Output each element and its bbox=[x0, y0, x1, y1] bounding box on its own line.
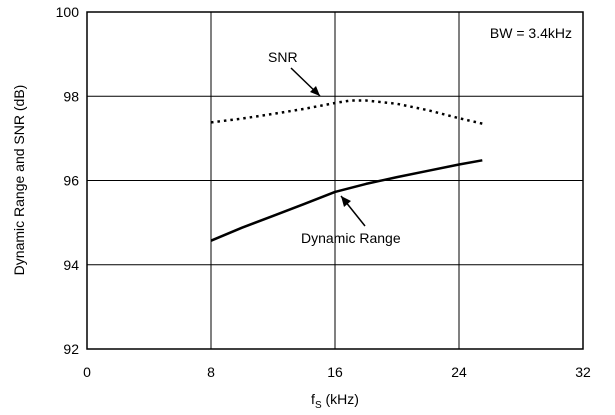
dynamic-range-arrow-head bbox=[341, 196, 351, 207]
x-axis-label-unit: (kHz) bbox=[322, 391, 359, 407]
x-tick-labels: 0 8 16 24 32 bbox=[83, 364, 591, 380]
series-layer bbox=[211, 101, 482, 241]
y-tick-label: 94 bbox=[63, 257, 79, 273]
x-tick-label: 8 bbox=[207, 364, 215, 380]
series-line-snr bbox=[211, 101, 482, 124]
dynamic-range-label: Dynamic Range bbox=[301, 230, 401, 246]
y-axis-label: Dynamic Range and SNR (dB) bbox=[11, 85, 27, 276]
x-tick-label: 24 bbox=[451, 364, 467, 380]
x-axis-label: fS (kHz) bbox=[311, 391, 359, 411]
x-tick-label: 16 bbox=[327, 364, 343, 380]
y-tick-label: 96 bbox=[63, 173, 79, 189]
grid-lines bbox=[87, 12, 583, 349]
y-tick-label: 92 bbox=[63, 341, 79, 357]
x-tick-label: 32 bbox=[575, 364, 591, 380]
y-tick-labels: 92 94 96 98 100 bbox=[56, 4, 80, 357]
x-tick-label: 0 bbox=[83, 364, 91, 380]
snr-label: SNR bbox=[268, 49, 298, 65]
bw-annotation: BW = 3.4kHz bbox=[490, 25, 572, 41]
y-tick-label: 98 bbox=[63, 88, 79, 104]
y-tick-label: 100 bbox=[56, 4, 80, 20]
